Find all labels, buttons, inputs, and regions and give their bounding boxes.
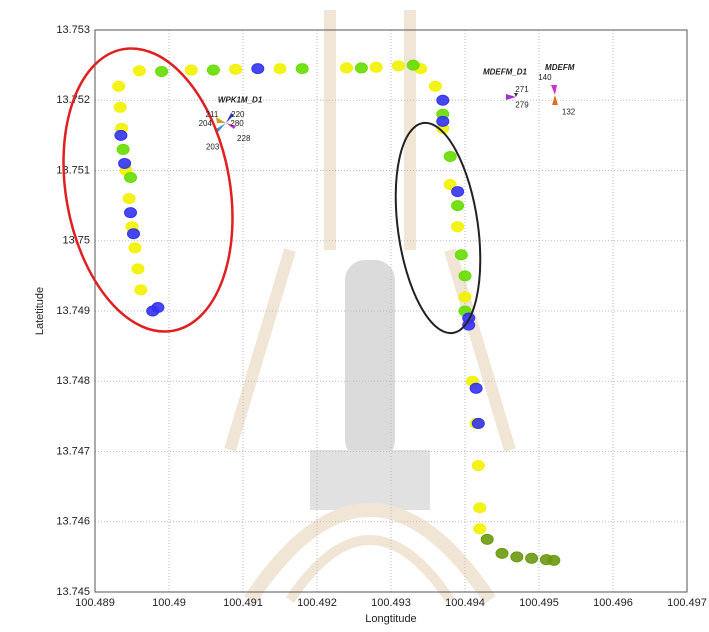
- y-tick-label: 13.745: [56, 586, 90, 598]
- point: [459, 271, 471, 281]
- x-tick-label: 100.494: [445, 597, 485, 609]
- point: [133, 66, 145, 76]
- point: [152, 302, 164, 312]
- annotation: 220: [231, 110, 245, 119]
- point: [113, 81, 125, 91]
- y-axis-label: Latetitude: [34, 287, 46, 335]
- point: [444, 151, 456, 161]
- point: [407, 60, 419, 70]
- point: [274, 64, 286, 74]
- x-tick-label: 100.495: [519, 597, 559, 609]
- point: [341, 63, 353, 73]
- point: [355, 63, 367, 73]
- point: [455, 250, 467, 260]
- point: [474, 503, 486, 513]
- annotation: 132: [562, 107, 576, 116]
- point: [115, 130, 127, 140]
- point: [129, 243, 141, 253]
- point: [370, 62, 382, 72]
- point: [474, 524, 486, 534]
- point: [452, 201, 464, 211]
- point: [470, 383, 482, 393]
- annotation: 228: [237, 134, 251, 143]
- point: [127, 229, 139, 239]
- point: [459, 292, 471, 302]
- annotation: MDEFM_D1: [483, 67, 528, 76]
- annotation: 280: [230, 119, 244, 128]
- point: [252, 64, 264, 74]
- point: [437, 95, 449, 105]
- point: [548, 555, 560, 565]
- x-axis-label: Longtitude: [365, 613, 416, 625]
- point: [452, 222, 464, 232]
- point: [511, 552, 523, 562]
- x-tick-label: 100.49: [152, 597, 186, 609]
- annotation: 140: [538, 73, 552, 82]
- point: [296, 64, 308, 74]
- point: [472, 418, 484, 428]
- annotation: 203: [206, 142, 220, 151]
- x-tick-label: 100.497: [667, 597, 707, 609]
- x-tick-label: 100.489: [75, 597, 115, 609]
- x-tick-label: 100.492: [297, 597, 337, 609]
- y-tick-label: 13.747: [56, 445, 90, 457]
- annotation: MDEFM: [545, 63, 575, 72]
- chart: 100.489 100.49 100.491 100.492 100.493 100.49…: [0, 0, 709, 627]
- point: [481, 534, 493, 544]
- point: [135, 285, 147, 295]
- point: [119, 158, 131, 168]
- point: [472, 461, 484, 471]
- point: [117, 144, 129, 154]
- annotation: 279: [515, 100, 529, 109]
- point: [452, 187, 464, 197]
- x-tick-label: 100.496: [593, 597, 633, 609]
- point: [114, 102, 126, 112]
- point: [526, 553, 538, 563]
- x-tick-label: 100.491: [223, 597, 263, 609]
- annotation: 211: [206, 110, 219, 119]
- annotation: 271: [515, 85, 529, 94]
- point: [125, 173, 137, 183]
- annotation: 204: [199, 119, 213, 128]
- point: [185, 65, 197, 75]
- x-tick-label: 100.493: [371, 597, 411, 609]
- point: [230, 64, 242, 74]
- point: [125, 208, 137, 218]
- point: [496, 548, 508, 558]
- point: [207, 65, 219, 75]
- y-tick-label: 13.751: [56, 164, 90, 176]
- y-tick-label: 13.749: [56, 305, 90, 317]
- point: [429, 81, 441, 91]
- point: [132, 264, 144, 274]
- point: [156, 66, 168, 76]
- point: [392, 61, 404, 71]
- point: [437, 116, 449, 126]
- y-tick-label: 13.746: [56, 516, 90, 528]
- y-tick-label: 13.748: [56, 375, 90, 387]
- y-tick-label: 13.753: [56, 24, 90, 36]
- annotation: WPK1M_D1: [218, 95, 263, 104]
- point: [123, 194, 135, 204]
